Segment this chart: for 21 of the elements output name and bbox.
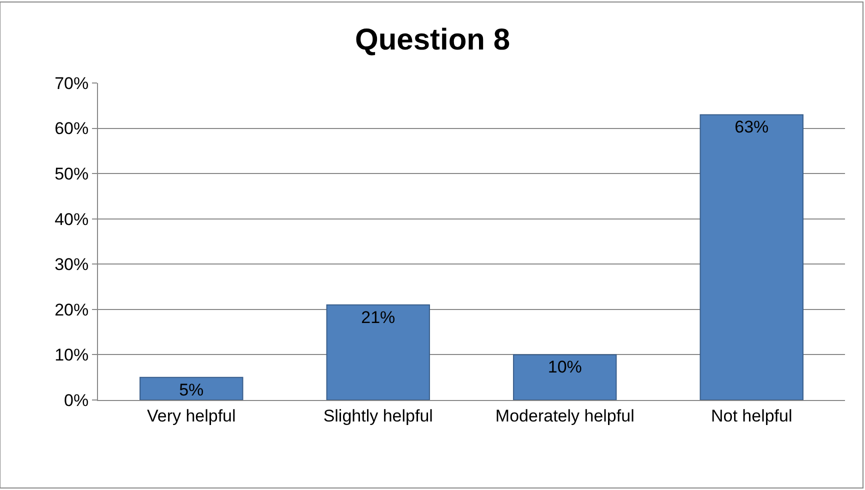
x-tick-label: Moderately helpful <box>495 406 634 426</box>
data-label: 21% <box>361 308 396 327</box>
y-tick-label: 10% <box>54 346 89 365</box>
y-tick-label: 30% <box>54 255 89 274</box>
bar <box>326 304 430 400</box>
y-tick-label: 20% <box>54 300 89 320</box>
x-tick-label: Not helpful <box>710 406 792 426</box>
data-label: 10% <box>548 358 582 377</box>
data-label: 63% <box>734 118 769 137</box>
y-tick-label: 70% <box>54 74 89 93</box>
x-tick-label: Very helpful <box>146 406 236 426</box>
y-tick-label: 60% <box>54 119 89 138</box>
data-label: 5% <box>179 380 204 400</box>
bar <box>700 114 804 400</box>
bar <box>140 376 244 400</box>
y-tick-label: 40% <box>54 210 89 229</box>
x-tick-label: Slightly helpful <box>323 406 433 426</box>
y-tick-label: 0% <box>64 390 89 410</box>
bar <box>513 354 617 400</box>
y-tick-label: 50% <box>54 164 89 184</box>
chart-title: Question 8 <box>354 24 510 57</box>
